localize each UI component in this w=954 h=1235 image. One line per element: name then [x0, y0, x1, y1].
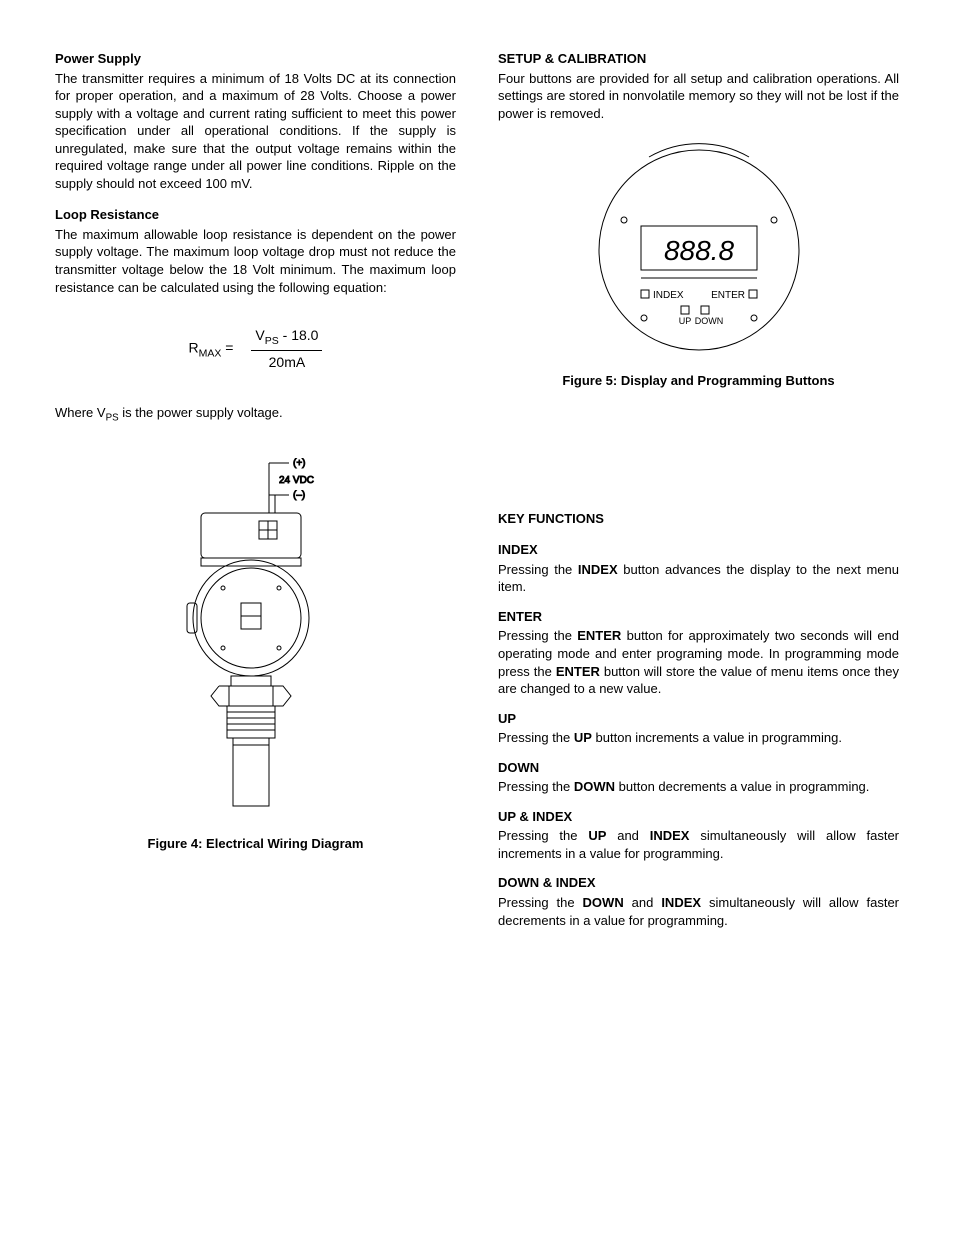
kf-up-index: UP & INDEX Pressing the UP and INDEX sim… — [498, 808, 899, 863]
spacer — [498, 400, 899, 510]
svg-text:INDEX: INDEX — [653, 290, 684, 301]
eq-fraction: VPS - 18.0 20mA — [251, 326, 322, 372]
kf-down: DOWN Pressing the DOWN button decrements… — [498, 759, 899, 796]
svg-text:(+): (+) — [293, 458, 306, 469]
heading-loop-resistance: Loop Resistance — [55, 206, 456, 224]
svg-text:UP: UP — [678, 316, 691, 326]
heading-power-supply: Power Supply — [55, 50, 456, 68]
svg-text:888.8: 888.8 — [663, 235, 733, 266]
kf-enter: ENTER Pressing the ENTER button for appr… — [498, 608, 899, 698]
heading-key-functions: KEY FUNCTIONS — [498, 510, 899, 528]
figure-5: 888.8 INDEX ENTER UP DOWN Figure 5: Disp… — [498, 140, 899, 390]
wiring-diagram-svg: (+) 24 VDC (–) — [141, 453, 371, 823]
figure-5-caption: Figure 5: Display and Programming Button… — [498, 372, 899, 390]
right-column: SETUP & CALIBRATION Four buttons are pro… — [498, 50, 899, 941]
para-setup: Four buttons are provided for all setup … — [498, 70, 899, 123]
kf-up: UP Pressing the UP button increments a v… — [498, 710, 899, 747]
figure-4: (+) 24 VDC (–) — [55, 453, 456, 853]
para-loop-resistance: The maximum allowable loop resistance is… — [55, 226, 456, 296]
eq-denominator: 20mA — [251, 351, 322, 372]
eq-lhs-R: R — [189, 340, 199, 356]
svg-text:DOWN: DOWN — [694, 316, 723, 326]
figure-4-caption: Figure 4: Electrical Wiring Diagram — [55, 835, 456, 853]
para-power-supply: The transmitter requires a minimum of 18… — [55, 70, 456, 193]
two-column-layout: Power Supply The transmitter requires a … — [55, 50, 899, 941]
kf-down-index: DOWN & INDEX Pressing the DOWN and INDEX… — [498, 874, 899, 929]
para-where: Where VPS is the power supply voltage. — [55, 404, 456, 425]
eq-lhs-sub: MAX — [199, 348, 222, 360]
heading-setup: SETUP & CALIBRATION — [498, 50, 899, 68]
eq-numerator: VPS - 18.0 — [251, 326, 322, 351]
eq-equals: = — [221, 340, 237, 356]
display-buttons-svg: 888.8 INDEX ENTER UP DOWN — [569, 140, 829, 360]
svg-text:(–): (–) — [293, 490, 305, 501]
svg-text:ENTER: ENTER — [711, 290, 745, 301]
svg-text:24 VDC: 24 VDC — [279, 475, 314, 486]
left-column: Power Supply The transmitter requires a … — [55, 50, 456, 941]
kf-index: INDEX Pressing the INDEX button advances… — [498, 541, 899, 596]
equation-rmax: RMAX = VPS - 18.0 20mA — [55, 326, 456, 372]
